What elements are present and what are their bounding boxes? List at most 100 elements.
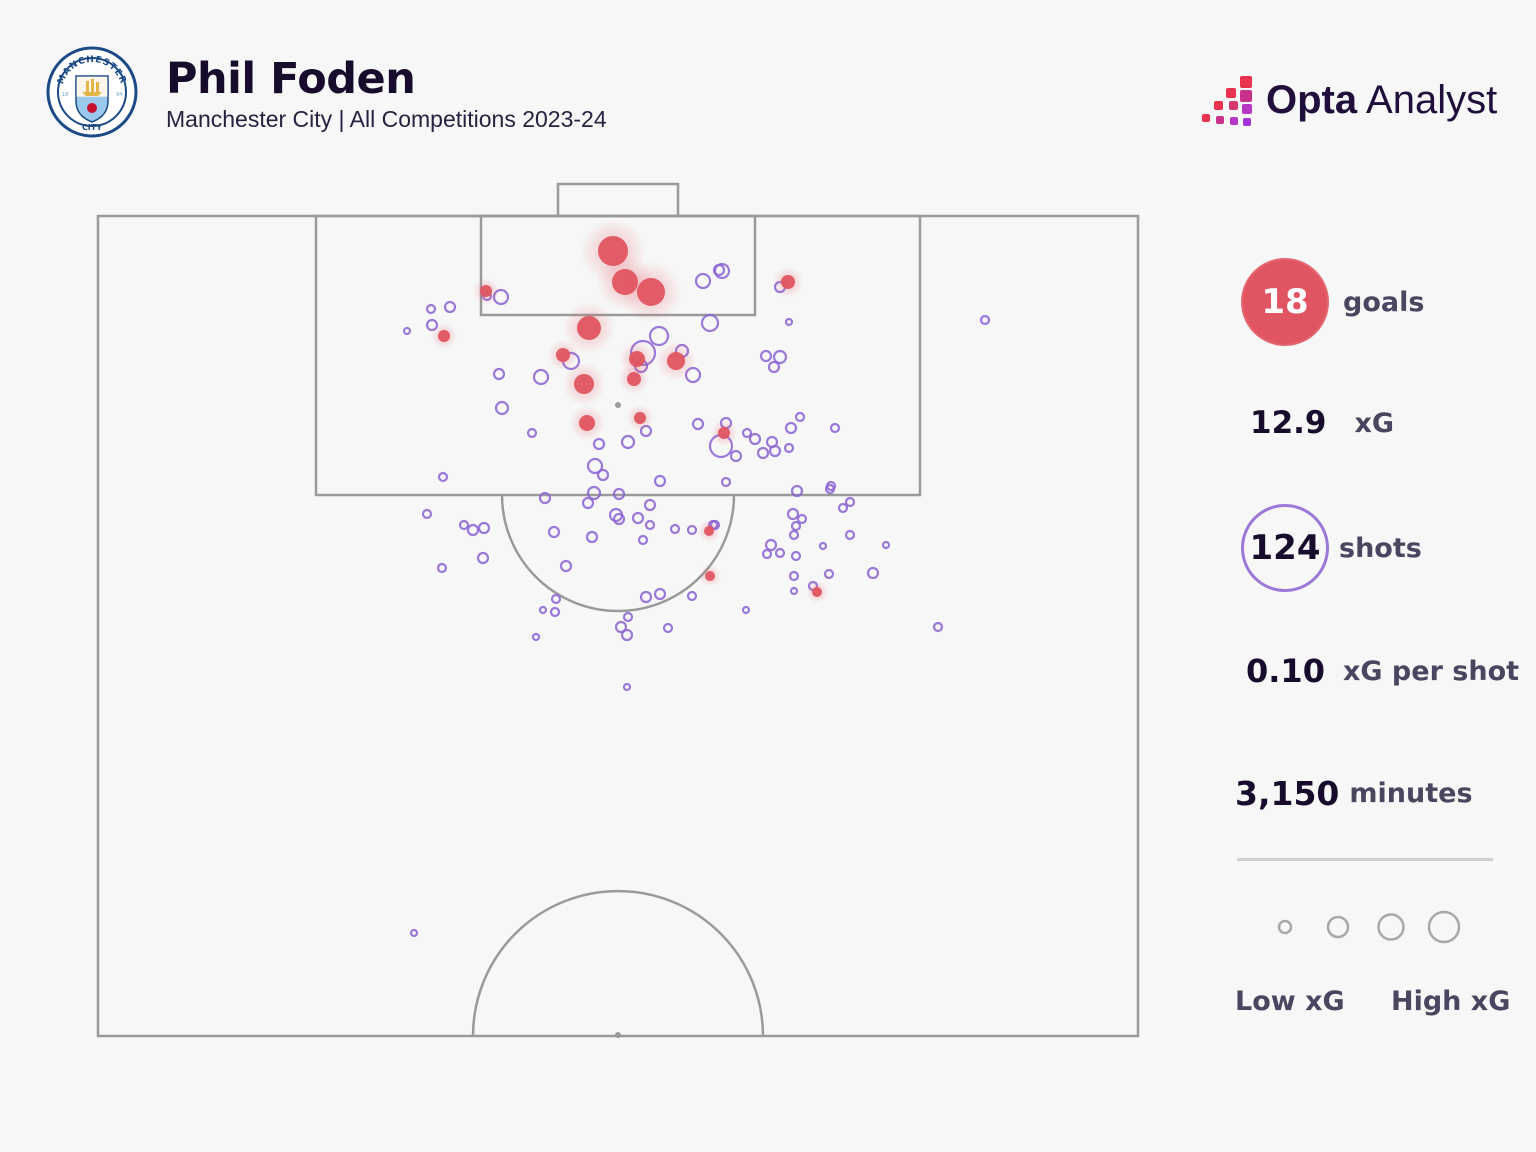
shot-marker: [586, 457, 604, 475]
shot-marker: [409, 928, 419, 938]
goal-marker: [667, 352, 685, 370]
goals-badge: 18: [1241, 258, 1329, 346]
shot-marker: [622, 682, 632, 692]
goal-marker: [705, 571, 715, 581]
shot-marker: [436, 562, 448, 574]
goal-marker: [579, 415, 595, 431]
legend-circle-s: [1326, 915, 1350, 939]
shots-layer: [402, 262, 991, 938]
shot-marker: [774, 547, 786, 559]
shot-marker: [741, 605, 751, 615]
stat-xg: 12.9 xG: [1250, 405, 1394, 441]
shot-marker: [824, 483, 836, 495]
center-spot: [615, 1032, 621, 1038]
shot-marker: [631, 511, 645, 525]
legend-low-label: Low xG: [1235, 986, 1345, 1017]
legend-circle-l: [1427, 910, 1461, 944]
shot-marker: [620, 434, 636, 450]
shot-marker: [786, 507, 800, 521]
shot-marker: [881, 540, 891, 550]
shot-marker: [759, 349, 773, 363]
goal-marker: [574, 374, 594, 394]
shot-marker: [581, 496, 595, 510]
shot-marker: [829, 422, 841, 434]
goal-marker: [812, 587, 822, 597]
shot-marker: [622, 611, 634, 623]
shot-marker: [643, 498, 657, 512]
brand-regular: Analyst: [1366, 78, 1498, 122]
xg-per-shot-value: 0.10: [1246, 652, 1325, 690]
shot-marker: [784, 421, 798, 435]
xg-per-shot-label: xG per shot: [1342, 655, 1520, 687]
page-title: Phil Foden: [166, 54, 416, 104]
shot-marker: [794, 411, 806, 423]
club-crest-icon: MANCHESTER CITY 18 94: [46, 46, 138, 138]
shots-label: shots: [1339, 532, 1422, 564]
shot-marker: [700, 313, 720, 333]
brand-bold: Opta: [1266, 78, 1358, 122]
legend-circle-xs: [1277, 919, 1293, 935]
xg-label: xG: [1354, 407, 1395, 439]
shot-marker: [492, 367, 506, 381]
xg-value: 12.9: [1250, 405, 1327, 441]
page-subtitle: Manchester City | All Competitions 2023-…: [166, 106, 607, 132]
legend-high-label: High xG: [1391, 986, 1511, 1017]
goal-marker: [634, 412, 646, 424]
goal-marker: [637, 278, 665, 306]
shot-marker: [639, 590, 653, 604]
shot-marker: [620, 628, 634, 642]
shot-marker: [748, 432, 762, 446]
shot-marker: [772, 349, 788, 365]
svg-text:18: 18: [62, 92, 68, 98]
shot-marker: [712, 263, 726, 277]
shot-marker: [764, 538, 778, 552]
shot-marker: [476, 551, 490, 565]
shot-marker: [458, 519, 470, 531]
shot-marker: [614, 620, 628, 634]
shot-marker: [790, 550, 802, 562]
shot-marker: [844, 529, 856, 541]
shot-marker: [585, 530, 599, 544]
xg-size-legend: [1277, 910, 1461, 944]
stat-shots: 124 shots: [1241, 504, 1422, 592]
shot-marker: [549, 606, 561, 618]
pitch-outline: [96, 214, 1140, 1038]
goal-marker: [577, 316, 601, 340]
divider: [1237, 858, 1493, 861]
goal-marker: [704, 526, 714, 536]
shot-marker: [637, 534, 649, 546]
shot-marker: [653, 587, 667, 601]
shot-marker: [547, 525, 561, 539]
shot-marker: [586, 485, 602, 501]
shot-marker: [421, 508, 433, 520]
shot-marker: [538, 491, 552, 505]
shot-marker: [526, 427, 538, 439]
shot-marker: [494, 400, 510, 416]
goal-marker: [781, 275, 795, 289]
stat-xg-per-shot: 0.10 xG per shot: [1246, 652, 1519, 690]
shot-marker: [741, 427, 753, 439]
legend-circle-m: [1377, 913, 1405, 941]
shot-marker: [844, 496, 856, 508]
minutes-label: minutes: [1349, 778, 1473, 809]
shot-marker: [837, 502, 849, 514]
shot-marker: [477, 521, 491, 535]
shot-marker: [402, 326, 412, 336]
shot-marker: [756, 446, 770, 460]
shot-marker: [532, 368, 550, 386]
goal-marker: [627, 372, 641, 386]
shot-marker: [550, 593, 562, 605]
shot-marker: [612, 512, 626, 526]
shot-marker: [720, 476, 732, 488]
shot-marker: [531, 632, 541, 642]
shot-marker: [425, 303, 437, 315]
goal-marker: [480, 285, 492, 297]
shot-marker: [866, 566, 880, 580]
goal-marker: [556, 348, 570, 362]
shot-marker: [789, 586, 799, 596]
shot-marker: [686, 590, 698, 602]
shot-marker: [761, 548, 773, 560]
shot-marker: [768, 444, 782, 458]
svg-text:CITY: CITY: [82, 123, 102, 132]
shot-marker: [596, 468, 610, 482]
